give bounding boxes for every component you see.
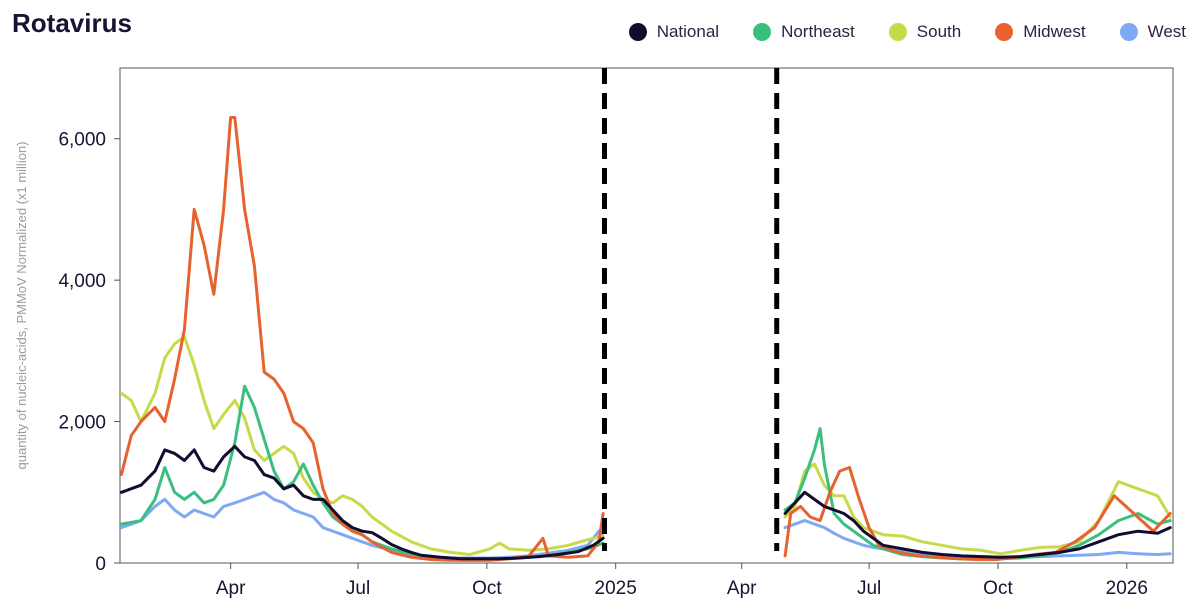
legend-dot-midwest: [995, 23, 1014, 41]
legend-item-northeast[interactable]: Northeast: [753, 22, 855, 42]
legend-item-west[interactable]: West: [1119, 22, 1186, 42]
legend-label-northeast: Northeast: [781, 22, 855, 41]
legend-item-national[interactable]: National: [628, 22, 720, 42]
legend-label-national: National: [656, 22, 720, 41]
x-tick-label: Apr: [727, 578, 757, 599]
legend-item-midwest[interactable]: Midwest: [995, 22, 1086, 42]
legend-label-west: West: [1147, 22, 1186, 41]
y-tick-label: 6,000: [58, 130, 106, 151]
series-line-national: [783, 490, 1172, 559]
legend-label-south: South: [916, 22, 962, 41]
legend: National Northeast South Midwest West: [628, 22, 1186, 42]
y-tick-label: 0: [95, 554, 106, 575]
legend-label-midwest: Midwest: [1023, 22, 1086, 41]
chart-title: Rotavirus: [12, 8, 132, 38]
series-line-south: [783, 462, 1172, 556]
y-tick-label: 4,000: [58, 271, 106, 292]
x-tick-label: Apr: [216, 578, 246, 599]
legend-dot-national: [628, 23, 647, 41]
series-line-west: [119, 490, 605, 560]
y-tick-label: 2,000: [58, 413, 106, 434]
x-tick-label: 2025: [595, 578, 637, 599]
legend-dot-south: [888, 23, 907, 41]
series-line-national: [119, 444, 605, 561]
plot-frame: [119, 67, 1174, 564]
series-line-midwest: [783, 466, 1172, 561]
legend-dot-northeast: [753, 23, 772, 41]
x-tick-label: Oct: [983, 578, 1013, 599]
x-tick-label: Jul: [857, 578, 881, 599]
legend-item-south[interactable]: South: [888, 22, 962, 42]
legend-dot-west: [1119, 23, 1138, 41]
y-axis-label: quantity of nucleic-acids, PMMoV Normali…: [14, 141, 29, 469]
x-tick-label: 2026: [1106, 578, 1148, 599]
x-tick-label: Oct: [472, 578, 502, 599]
series-line-south: [119, 335, 605, 556]
x-tick-label: Jul: [346, 578, 370, 599]
